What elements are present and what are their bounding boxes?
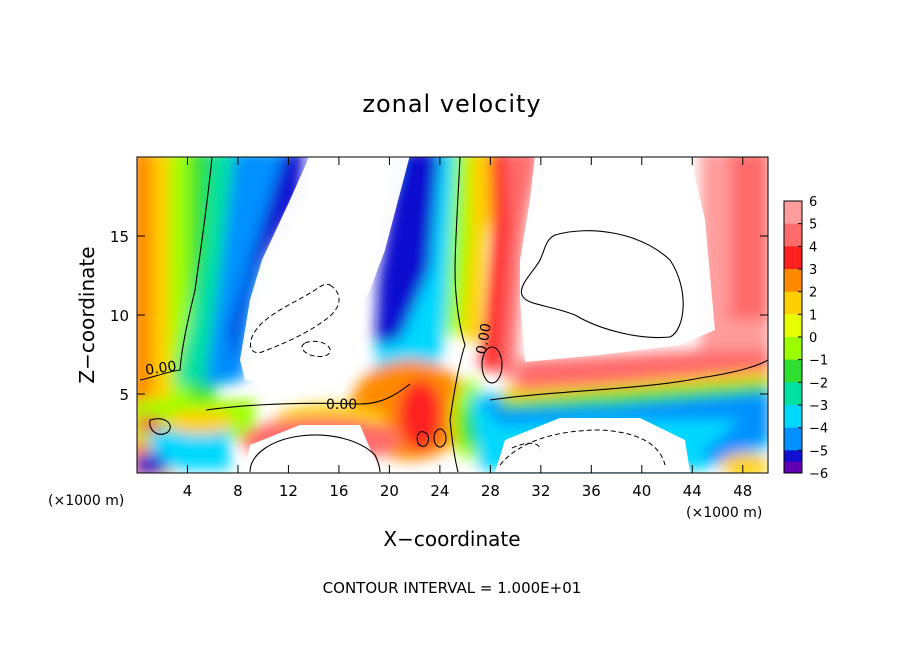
colorbar-swatch (784, 269, 802, 293)
x-tick-label: 48 (733, 482, 752, 500)
x-tick-label: 28 (481, 482, 500, 500)
colorbar-label: 3 (809, 263, 817, 278)
x-tick-label: 16 (329, 482, 348, 500)
colorbar-swatch (784, 246, 802, 270)
x-unit-right: (×1000 m) (686, 505, 762, 521)
y-tick-label: 15 (110, 228, 129, 246)
colorbar-label: 1 (809, 308, 817, 323)
x-tick-label: 40 (632, 482, 651, 500)
x-tick-label: 32 (531, 482, 550, 500)
y-axis-label: Z−coordinate (75, 246, 99, 383)
colorbar: 6 5 4 3 2 1 0 −1 −2 −3 −4 −5 −6 (783, 195, 828, 482)
chart-title: zonal velocity (362, 90, 541, 118)
colorbar-label: −5 (809, 444, 828, 459)
x-tick-label: 8 (233, 482, 243, 500)
x-tick-label: 12 (279, 482, 298, 500)
colorbar-label: −4 (809, 422, 828, 437)
colorbar-swatch (784, 291, 802, 315)
contour-label: 0.00 (474, 322, 495, 355)
colorbar-label: −3 (809, 399, 828, 414)
colorbar-swatch (784, 201, 802, 225)
x-tick-label: 20 (380, 482, 399, 500)
y-tick-label: 10 (110, 307, 129, 325)
colorbar-swatch (784, 223, 802, 247)
colorbar-label: −6 (809, 467, 828, 482)
colorbar-label: 0 (809, 331, 817, 346)
y-axis: 5 10 15 (110, 228, 768, 404)
x-unit-left: (×1000 m) (48, 493, 124, 509)
colorbar-swatch (784, 461, 802, 473)
colorbar-label: 2 (809, 286, 817, 301)
contour-interval-note: CONTOUR INTERVAL = 1.000E+01 (323, 579, 582, 597)
x-axis: 4 8 12 16 20 24 28 32 36 40 44 48 (183, 157, 752, 500)
colorbar-swatch (784, 314, 802, 338)
colorbar-label: −2 (809, 376, 828, 391)
colorbar-label: 5 (809, 218, 817, 233)
x-tick-label: 44 (683, 482, 702, 500)
x-axis-label: X−coordinate (383, 527, 520, 551)
colorbar-label: −1 (809, 354, 828, 369)
colorbar-swatch (784, 405, 802, 429)
x-tick-label: 24 (430, 482, 449, 500)
plot-area (137, 157, 768, 473)
colorbar-label: 6 (809, 195, 817, 210)
colorbar-swatch (784, 337, 802, 361)
contour-labels: 0.00 0.00 0.00 (144, 322, 495, 413)
colorbar-swatch (784, 382, 802, 406)
colorbar-label: 4 (809, 240, 817, 255)
colorbar-swatch (784, 427, 802, 451)
y-tick-label: 5 (119, 386, 129, 404)
contour-label: 0.00 (144, 359, 177, 379)
colorbar-swatch (784, 359, 802, 383)
contour-label: 0.00 (326, 397, 357, 413)
x-tick-label: 4 (183, 482, 193, 500)
x-tick-label: 36 (582, 482, 601, 500)
